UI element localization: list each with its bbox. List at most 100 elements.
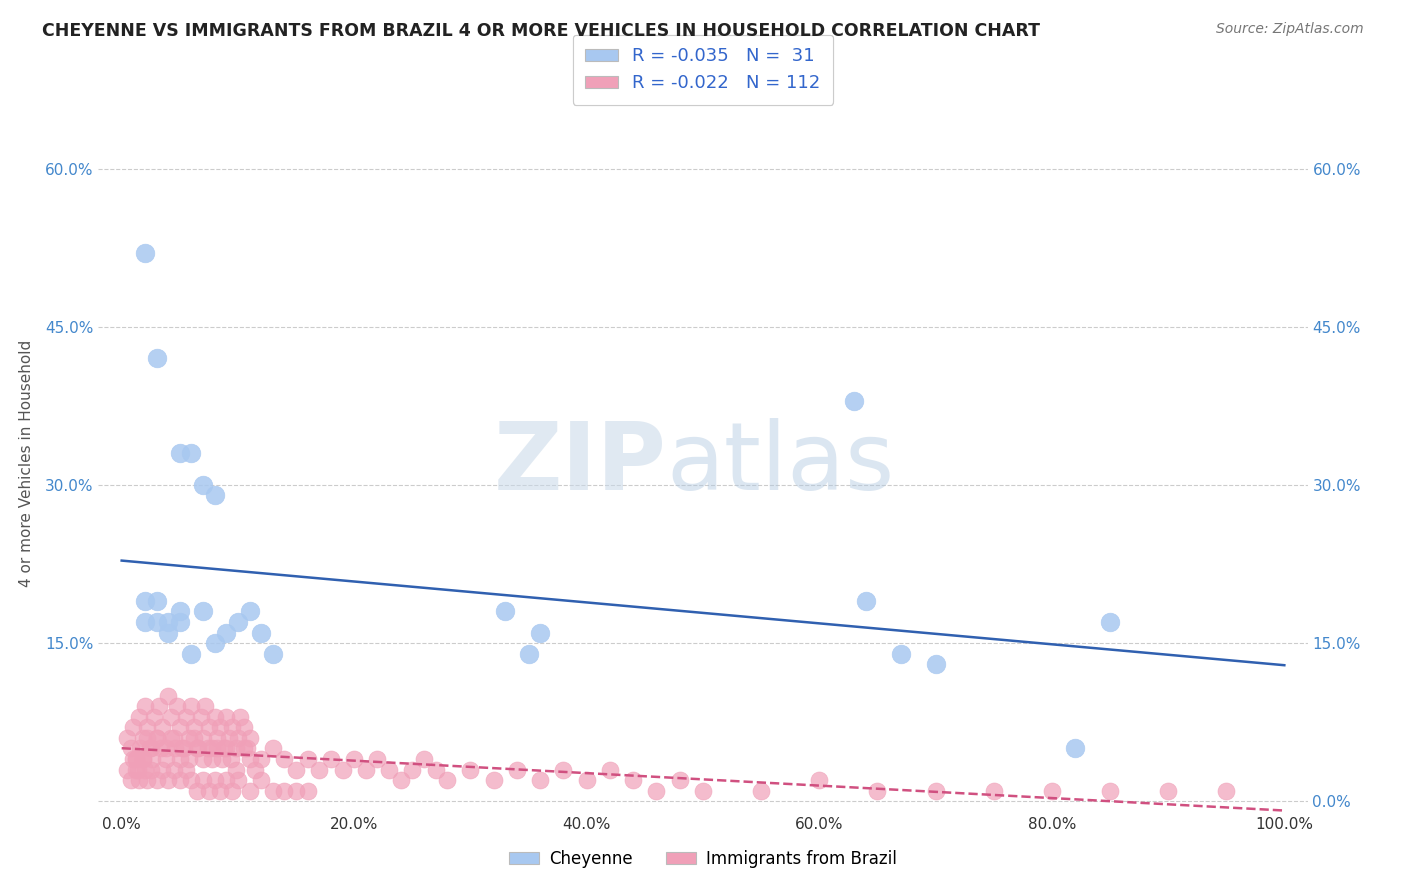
Point [401, 763, 423, 777]
Point [232, 741, 254, 756]
Point [128, 773, 150, 788]
Point [808, 773, 831, 788]
Point [575, 773, 598, 788]
Point [204, 710, 226, 724]
Point [205, 731, 228, 745]
Point [139, 763, 162, 777]
Point [212, 741, 235, 756]
Point [136, 731, 159, 745]
Point [191, 752, 214, 766]
Point [366, 752, 388, 766]
Point [183, 731, 205, 745]
Point [159, 731, 181, 745]
Point [211, 752, 233, 766]
Point [187, 741, 209, 756]
Point [285, 763, 308, 777]
Point [245, 763, 267, 777]
Point [136, 720, 159, 734]
Point [221, 783, 243, 797]
Point [1098, 783, 1121, 797]
Point [122, 752, 145, 766]
Point [482, 773, 505, 788]
Point [197, 741, 219, 756]
Point [134, 763, 156, 777]
Point [285, 783, 308, 797]
Point [517, 647, 540, 661]
Point [219, 752, 242, 766]
Point [204, 488, 226, 502]
Point [262, 647, 284, 661]
Point [215, 741, 238, 756]
Point [250, 773, 273, 788]
Point [124, 752, 146, 766]
Point [157, 689, 180, 703]
Point [239, 783, 262, 797]
Point [145, 731, 167, 745]
Point [117, 763, 139, 777]
Point [145, 731, 167, 745]
Point [621, 773, 644, 788]
Legend: R = -0.035   N =  31, R = -0.022   N = 112: R = -0.035 N = 31, R = -0.022 N = 112 [572, 35, 834, 105]
Point [169, 752, 191, 766]
Point [215, 625, 238, 640]
Point [191, 478, 214, 492]
Point [169, 604, 191, 618]
Point [262, 783, 284, 797]
Point [131, 752, 153, 766]
Point [749, 783, 772, 797]
Point [599, 763, 621, 777]
Point [157, 615, 180, 629]
Point [273, 752, 295, 766]
Point [157, 625, 180, 640]
Point [209, 783, 232, 797]
Point [138, 741, 160, 756]
Point [163, 763, 186, 777]
Point [150, 763, 173, 777]
Point [174, 710, 197, 724]
Point [378, 763, 401, 777]
Point [460, 763, 482, 777]
Point [169, 773, 191, 788]
Point [239, 731, 262, 745]
Point [150, 741, 173, 756]
Text: Source: ZipAtlas.com: Source: ZipAtlas.com [1216, 22, 1364, 37]
Point [150, 720, 173, 734]
Point [645, 783, 668, 797]
Point [134, 615, 156, 629]
Point [343, 752, 366, 766]
Point [236, 741, 259, 756]
Point [159, 710, 181, 724]
Point [983, 783, 1005, 797]
Point [273, 783, 295, 797]
Point [128, 710, 150, 724]
Point [155, 752, 177, 766]
Point [191, 604, 214, 618]
Point [174, 763, 197, 777]
Point [529, 773, 551, 788]
Point [226, 615, 249, 629]
Point [163, 731, 186, 745]
Point [319, 752, 342, 766]
Point [866, 783, 889, 797]
Point [124, 763, 146, 777]
Point [131, 731, 153, 745]
Point [169, 720, 191, 734]
Point [145, 773, 167, 788]
Point [218, 731, 240, 745]
Point [250, 752, 273, 766]
Point [180, 699, 202, 714]
Point [169, 446, 191, 460]
Point [172, 741, 194, 756]
Point [166, 699, 188, 714]
Point [226, 773, 249, 788]
Point [692, 783, 714, 797]
Point [553, 763, 575, 777]
Point [494, 604, 516, 618]
Point [844, 393, 866, 408]
Point [145, 351, 167, 366]
Point [389, 773, 412, 788]
Point [143, 710, 166, 724]
Point [201, 741, 224, 756]
Point [180, 773, 202, 788]
Point [141, 752, 163, 766]
